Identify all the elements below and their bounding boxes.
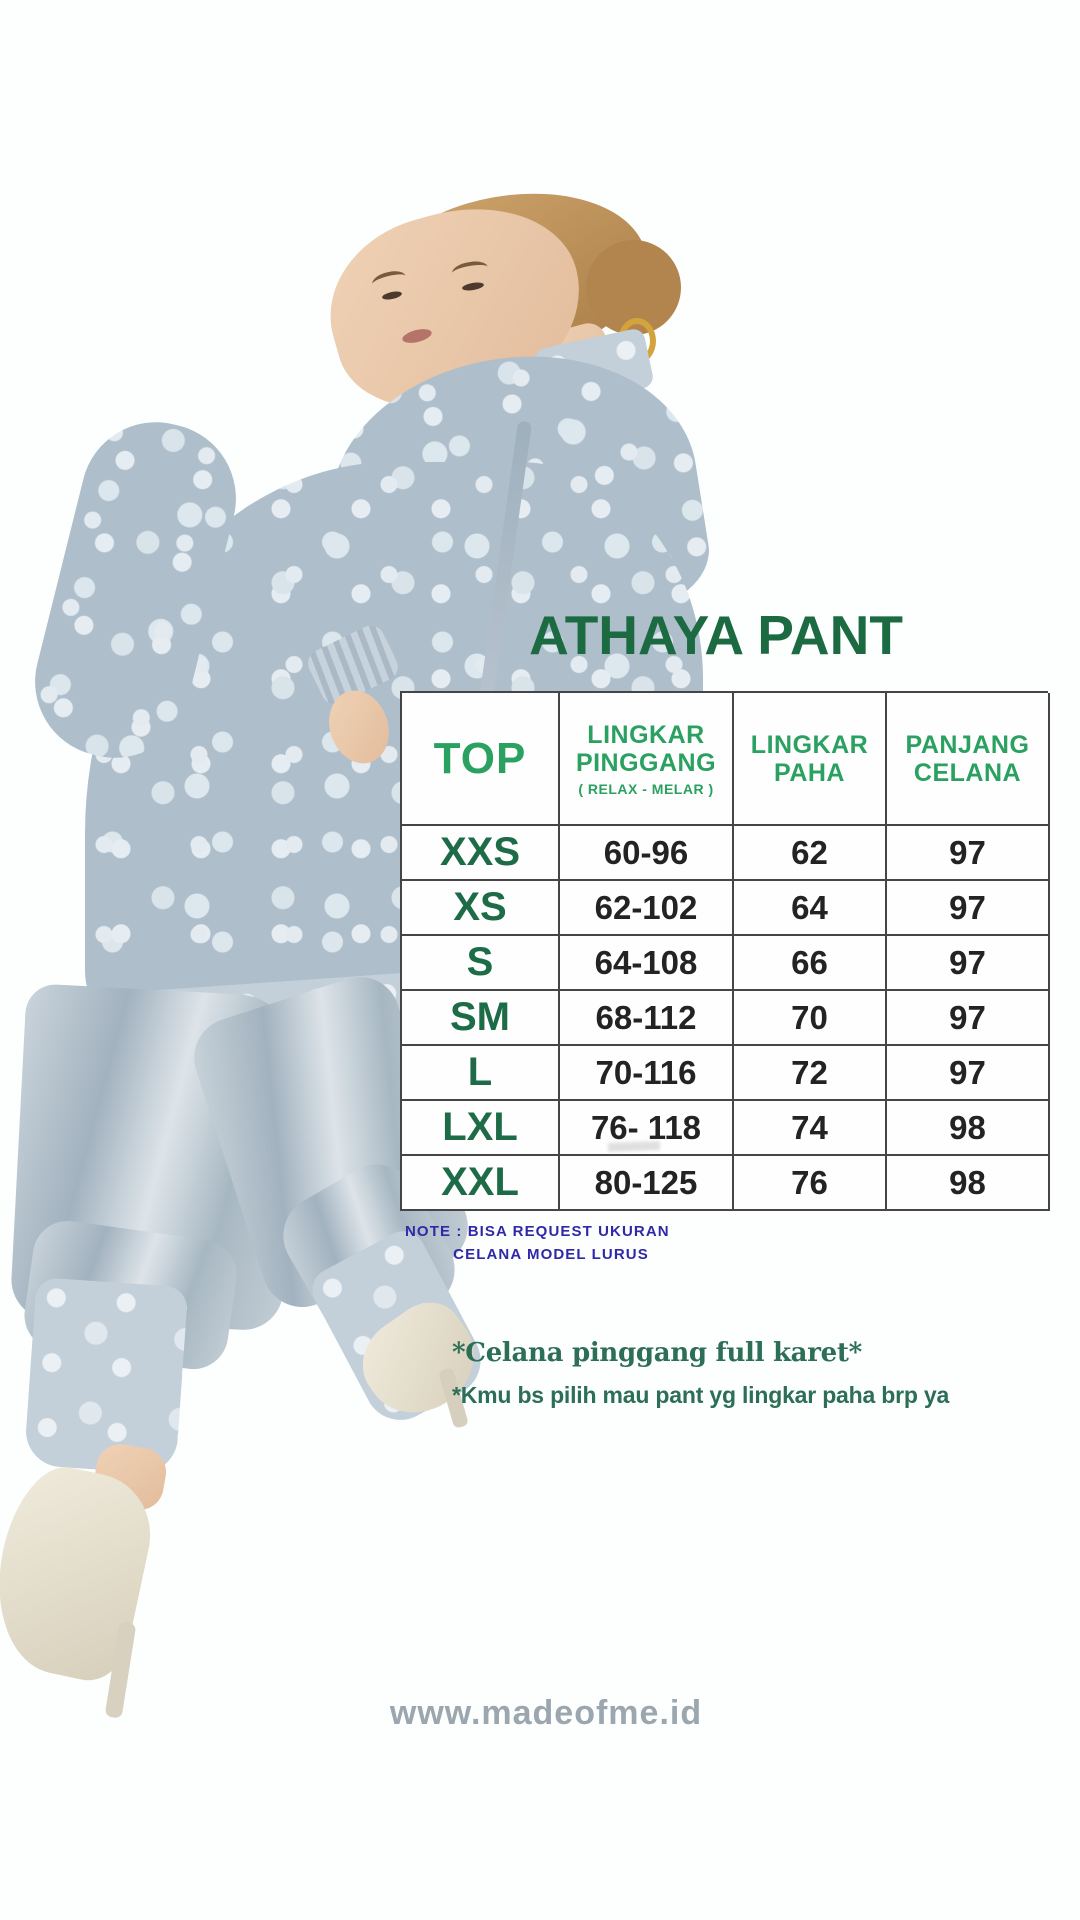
website-url: www.madeofme.id <box>389 1694 703 1732</box>
size-label: XXL <box>441 1160 519 1204</box>
value-label: 97 <box>949 943 986 981</box>
value-label: 97 <box>949 998 986 1036</box>
value-cell-L-paha: 72 <box>734 1046 887 1101</box>
value-label: 80-125 <box>594 1163 698 1201</box>
header-cell-1: LINGKAR PINGGANG ( RELAX - MELAR ) <box>560 693 734 826</box>
size-cell-XS: XS <box>402 881 560 936</box>
value-cell-SM-paha: 70 <box>734 991 887 1046</box>
value-label: 68-112 <box>595 998 697 1036</box>
size-label: S <box>466 940 494 984</box>
header-sublabel: ( RELAX - MELAR ) <box>578 780 714 797</box>
remark-full-karet: *Celana pinggang full karet* <box>452 1338 862 1368</box>
value-label: 98 <box>949 1108 986 1146</box>
value-cell-L-pinggang: 70-116 <box>560 1046 734 1101</box>
value-cell-SM-panjang: 97 <box>887 991 1050 1046</box>
value-label: 76 <box>791 1163 828 1201</box>
size-cell-SM: SM <box>402 991 560 1046</box>
size-label: XXS <box>439 830 521 874</box>
size-label: LXL <box>442 1105 518 1149</box>
size-label: SM <box>450 995 510 1039</box>
value-cell-XS-panjang: 97 <box>887 881 1050 936</box>
value-cell-XXS-panjang: 97 <box>887 826 1050 881</box>
pants-lace-cuff-front <box>23 1276 189 1476</box>
value-label: 62 <box>791 833 828 871</box>
value-label: 62-102 <box>594 888 698 926</box>
header-label: LINGKAR PINGGANG <box>575 720 717 777</box>
header-cell-0: TOP <box>402 693 560 826</box>
header-label: TOP <box>433 733 527 783</box>
value-cell-XXL-panjang: 98 <box>887 1156 1050 1211</box>
page-title: ATHAYA PANT <box>529 604 903 666</box>
value-label: 70 <box>791 998 828 1036</box>
size-label: L <box>467 1050 493 1094</box>
value-label: 76- 118 <box>590 1108 702 1146</box>
value-cell-S-paha: 66 <box>734 936 887 991</box>
value-label: 97 <box>949 1053 986 1091</box>
size-table: TOP LINGKAR PINGGANG( RELAX - MELAR ) LING… <box>400 691 1050 1211</box>
value-label: 66 <box>791 943 828 981</box>
size-cell-XXL: XXL <box>402 1156 560 1211</box>
value-label: 72 <box>791 1053 828 1091</box>
size-cell-S: S <box>402 936 560 991</box>
value-cell-XXL-paha: 76 <box>734 1156 887 1211</box>
value-label: 64 <box>791 888 828 926</box>
remark-pilih-paha: *Kmu bs pilih mau pant yg lingkar paha b… <box>452 1382 950 1408</box>
value-label: 97 <box>949 888 986 926</box>
value-cell-LXL-panjang: 98 <box>887 1101 1050 1156</box>
value-label: 97 <box>949 833 986 871</box>
value-cell-LXL-paha: 74 <box>734 1101 887 1156</box>
note-line-2: CELANA MODEL LURUS <box>453 1246 649 1264</box>
value-label: 74 <box>791 1108 828 1146</box>
value-label: 64-108 <box>594 943 698 981</box>
value-cell-S-panjang: 97 <box>887 936 1050 991</box>
value-label: 98 <box>949 1163 986 1201</box>
header-label: PANJANG CELANA <box>905 730 1030 787</box>
value-cell-SM-pinggang: 68-112 <box>560 991 734 1046</box>
value-cell-XXS-paha: 62 <box>734 826 887 881</box>
value-cell-XS-paha: 64 <box>734 881 887 936</box>
value-cell-L-panjang: 97 <box>887 1046 1050 1101</box>
size-cell-LXL: LXL <box>402 1101 560 1156</box>
size-cell-XXS: XXS <box>402 826 560 881</box>
header-cell-2: LINGKAR PAHA <box>734 693 887 826</box>
value-label: 70-116 <box>595 1053 697 1091</box>
value-cell-XXS-pinggang: 60-96 <box>560 826 734 881</box>
value-cell-XS-pinggang: 62-102 <box>560 881 734 936</box>
value-cell-S-pinggang: 64-108 <box>560 936 734 991</box>
header-label: LINGKAR PAHA <box>750 730 869 787</box>
header-cell-3: PANJANG CELANA <box>887 693 1050 826</box>
value-cell-XXL-pinggang: 80-125 <box>560 1156 734 1211</box>
correction-smudge <box>607 1141 661 1152</box>
value-label: 60-96 <box>603 833 689 871</box>
note-block: NOTE : BISA REQUEST UKURAN CELANA MODEL … <box>405 1220 697 1267</box>
size-cell-L: L <box>402 1046 560 1101</box>
size-label: XS <box>453 885 507 929</box>
note-line-1: NOTE : BISA REQUEST UKURAN <box>405 1223 670 1240</box>
